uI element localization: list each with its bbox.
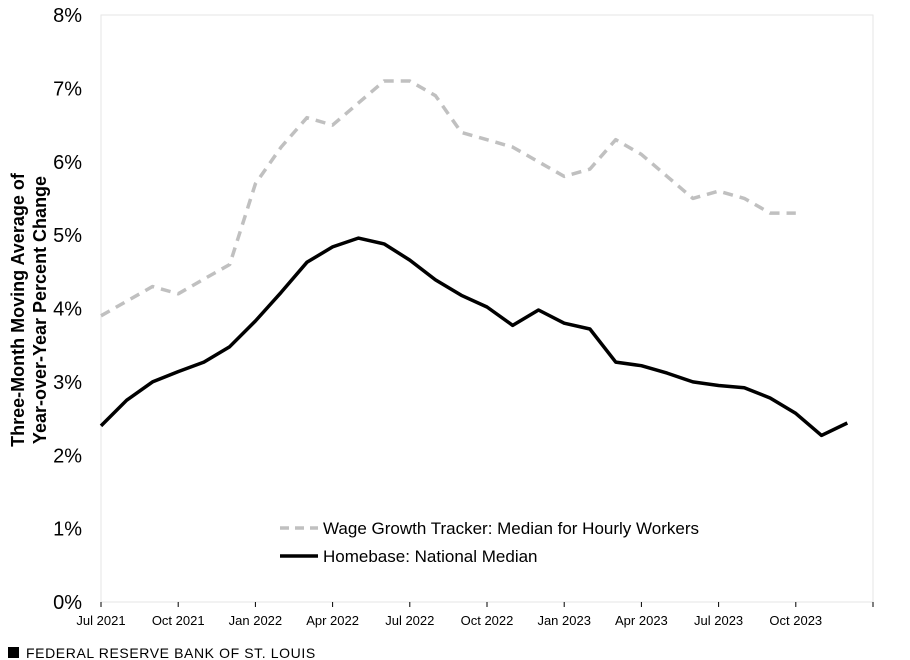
legend: Wage Growth Tracker: Median for Hourly W… [280, 519, 699, 566]
y-tick-label: 5% [53, 225, 82, 247]
y-axis: 0% 1% 2% 3% 4% 5% 6% 7% 8% [53, 5, 82, 614]
series-layer [99, 79, 849, 438]
footer-label: FEDERAL RESERVE BANK OF ST. LOUIS [26, 645, 316, 660]
x-tick-label: Jan 2023 [537, 613, 591, 628]
footer-square-icon [8, 647, 19, 658]
y-tick-label: 0% [53, 592, 82, 614]
y-axis-title: Three-Month Moving Average of Year-over-… [8, 172, 50, 447]
series-line-wage-growth [100, 79, 796, 318]
y-tick-label: 4% [53, 299, 82, 321]
footer: FEDERAL RESERVE BANK OF ST. LOUIS [8, 645, 316, 660]
x-tick-label: Apr 2023 [615, 613, 668, 628]
x-axis: Jul 2021 Oct 2021 Jan 2022 Apr 2022 Jul 2022… [76, 602, 874, 628]
y-tick-label: 1% [53, 519, 82, 541]
y-tick-label: 2% [53, 445, 82, 467]
y-tick-label: 8% [53, 5, 82, 27]
x-tick-label: Jul 2021 [76, 613, 125, 628]
y-axis-title-line-2: Year-over-Year Percent Change [30, 176, 50, 444]
y-tick-label: 3% [53, 372, 82, 394]
x-tick-label: Oct 2022 [461, 613, 514, 628]
series-line-homebase [99, 236, 849, 438]
x-tick-label: Apr 2022 [306, 613, 359, 628]
legend-label-wage-growth: Wage Growth Tracker: Median for Hourly W… [323, 519, 699, 538]
x-tick-label: Jul 2023 [694, 613, 743, 628]
x-tick-label: Oct 2023 [769, 613, 822, 628]
x-tick-label: Jan 2022 [229, 613, 283, 628]
legend-label-homebase: Homebase: National Median [323, 547, 538, 566]
y-tick-label: 6% [53, 152, 82, 174]
x-tick-label: Oct 2021 [152, 613, 205, 628]
x-tick-label: Jul 2022 [385, 613, 434, 628]
y-tick-label: 7% [53, 78, 82, 100]
y-axis-title-line-1: Three-Month Moving Average of [8, 172, 28, 447]
